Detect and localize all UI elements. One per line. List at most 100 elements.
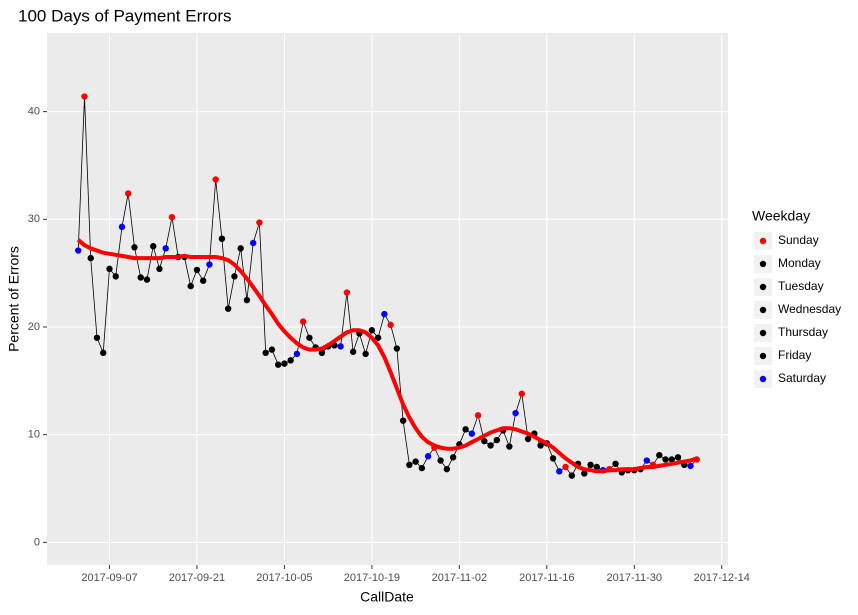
data-point: [118, 223, 126, 231]
data-point: [212, 176, 219, 183]
data-point: [587, 461, 594, 469]
data-point: [206, 261, 213, 268]
data-point: [462, 426, 469, 433]
data-point: [437, 457, 444, 464]
data-point: [674, 454, 682, 461]
data-point: [249, 239, 257, 247]
data-point: [443, 465, 451, 473]
data-point: [125, 190, 132, 197]
legend-label: Saturday: [778, 371, 826, 385]
data-point: [112, 273, 119, 280]
data-point: [87, 254, 94, 262]
data-point: [162, 245, 169, 252]
data-point: [281, 360, 288, 367]
data-point: [199, 277, 207, 284]
data-point: [662, 456, 669, 463]
x-tick-label: 2017-10-19: [344, 572, 400, 584]
data-point: [656, 451, 663, 459]
data-point: [318, 349, 326, 357]
y-tick-label: 20: [28, 321, 40, 333]
legend-label: Monday: [778, 256, 821, 270]
data-point: [668, 456, 675, 463]
data-point: [512, 409, 519, 417]
y-tick-label: 0: [34, 536, 40, 548]
y-tick-label: 40: [28, 106, 40, 118]
data-point: [224, 305, 232, 312]
panel: [47, 33, 728, 565]
data-point: [524, 435, 532, 443]
data-point: [231, 273, 238, 280]
legend-marker: [759, 237, 767, 245]
x-tick-label: 2017-11-16: [519, 572, 574, 584]
data-point: [218, 235, 226, 242]
data-point: [468, 430, 476, 437]
data-point: [362, 350, 369, 358]
data-point: [399, 417, 407, 424]
data-point: [556, 468, 563, 475]
data-point: [406, 461, 413, 469]
data-point: [474, 412, 482, 419]
data-point: [687, 462, 694, 470]
data-point: [168, 213, 176, 221]
data-point: [562, 463, 569, 471]
chart-title: 100 Days of Payment Errors: [18, 6, 232, 25]
data-point: [193, 266, 201, 274]
legend-marker: [759, 283, 767, 291]
data-point: [487, 442, 494, 449]
legend-marker: [759, 306, 767, 314]
legend-marker: [759, 352, 767, 360]
data-point: [287, 357, 294, 364]
data-point: [506, 443, 513, 450]
data-point: [187, 282, 194, 290]
x-tick-label: 2017-12-14: [694, 572, 750, 584]
data-point: [568, 472, 576, 479]
data-point: [643, 457, 650, 464]
data-point: [518, 390, 526, 397]
data-point: [306, 334, 313, 341]
data-point: [268, 346, 276, 353]
legend-marker: [759, 329, 767, 337]
data-point: [449, 454, 457, 461]
x-tick-label: 2017-10-05: [256, 572, 312, 584]
legend-label: Sunday: [778, 233, 819, 247]
legend-marker: [759, 375, 767, 383]
data-point: [493, 436, 501, 444]
legend-marker: [759, 260, 767, 268]
y-tick-label: 30: [28, 213, 40, 225]
data-point: [262, 349, 269, 357]
data-point: [412, 458, 419, 465]
trend-line: [76, 238, 698, 474]
data-point: [131, 244, 138, 251]
data-point: [100, 349, 107, 357]
data-point: [418, 464, 426, 472]
x-tick-label: 2017-09-07: [81, 572, 137, 584]
x-tick-label: 2017-11-30: [607, 572, 662, 584]
data-point: [106, 265, 113, 273]
data-point: [93, 334, 101, 341]
data-point: [293, 350, 301, 358]
data-point: [481, 437, 488, 445]
x-tick-label: 2017-11-02: [432, 572, 487, 584]
data-point: [137, 274, 144, 281]
x-axis-label: CallDate: [360, 589, 414, 605]
data-point: [274, 361, 282, 368]
legend-label: Friday: [778, 348, 811, 362]
data-point: [549, 455, 557, 462]
data-point: [81, 93, 88, 100]
data-point: [581, 470, 588, 477]
data-point: [143, 276, 151, 283]
data-point: [349, 348, 357, 355]
data-point: [75, 247, 82, 254]
legend-title: Weekday: [752, 208, 810, 224]
data-point: [424, 453, 432, 460]
data-point: [243, 296, 251, 304]
data-point: [299, 318, 307, 325]
data-point: [256, 219, 263, 226]
data-point: [337, 343, 344, 350]
x-tick-label: 2017-09-21: [169, 572, 225, 584]
data-point: [612, 460, 619, 467]
data-point: [537, 442, 544, 449]
y-tick-label: 10: [28, 429, 40, 441]
legend-label: Tuesday: [778, 279, 824, 293]
